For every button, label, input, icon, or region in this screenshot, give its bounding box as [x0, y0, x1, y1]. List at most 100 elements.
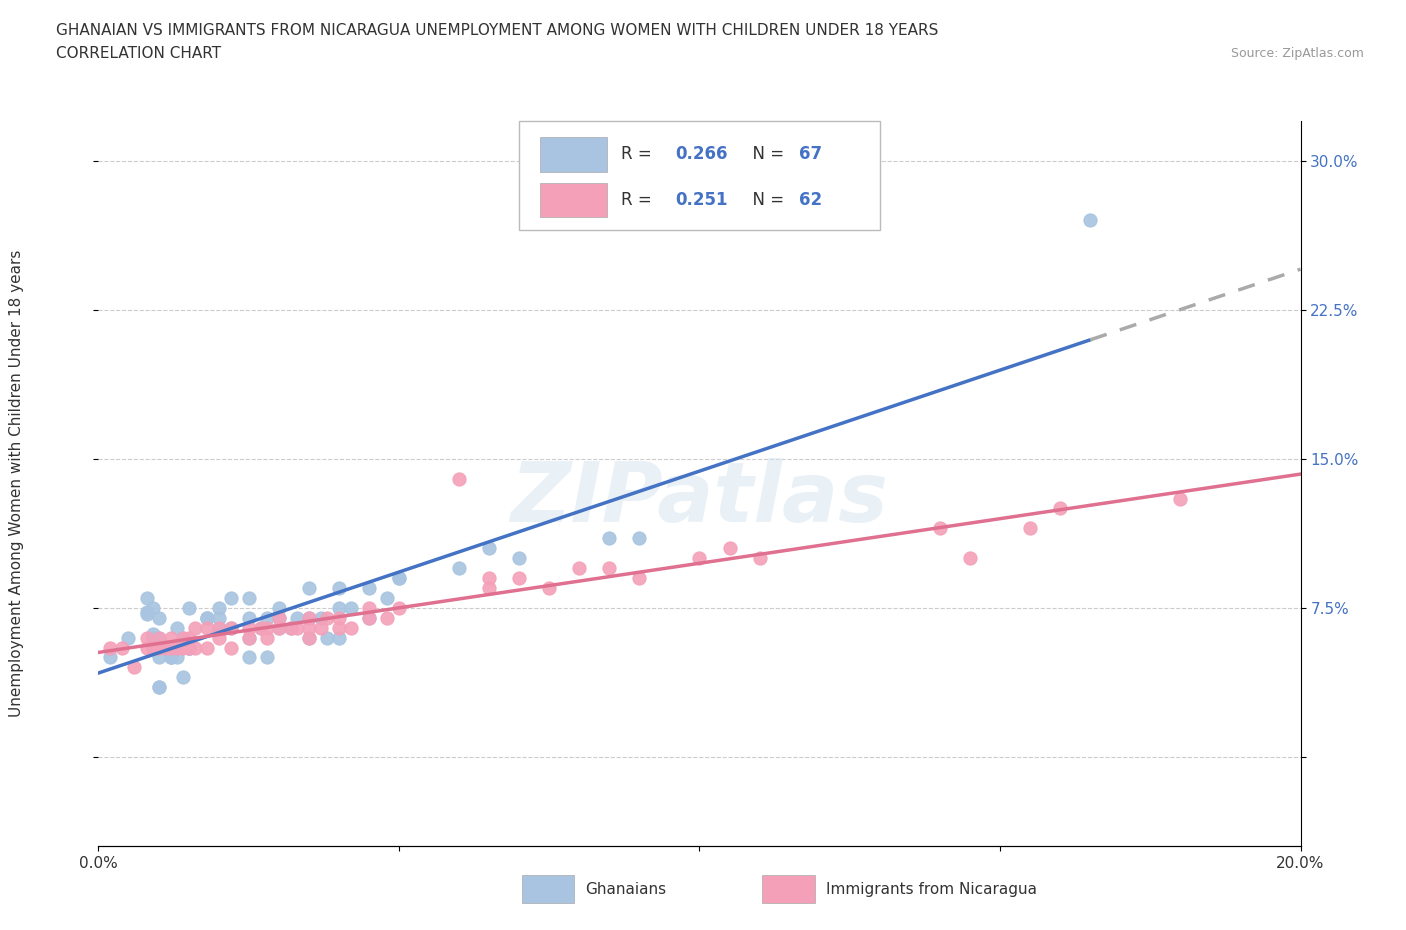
Point [124, 660, 146, 675]
Point [238, 591, 260, 605]
Point [177, 640, 200, 655]
Point [309, 610, 332, 625]
Point [508, 571, 530, 586]
Point [309, 620, 332, 635]
Point [256, 620, 278, 635]
Point [256, 631, 278, 645]
Point [148, 640, 170, 655]
Text: Source: ZipAtlas.com: Source: ZipAtlas.com [1230, 46, 1364, 60]
Point [340, 620, 363, 635]
Point [357, 610, 380, 625]
Point [135, 591, 157, 605]
Point [219, 620, 242, 635]
FancyBboxPatch shape [540, 182, 607, 218]
Point [280, 620, 302, 635]
Point [357, 580, 380, 595]
Point [183, 640, 205, 655]
Text: GHANAIAN VS IMMIGRANTS FROM NICARAGUA UNEMPLOYMENT AMONG WOMEN WITH CHILDREN UND: GHANAIAN VS IMMIGRANTS FROM NICARAGUA UN… [56, 23, 939, 38]
Point [388, 601, 411, 616]
Point [375, 610, 398, 625]
Point [172, 631, 194, 645]
Point [1170, 491, 1192, 506]
Point [177, 601, 200, 616]
Point [159, 650, 181, 665]
Point [267, 620, 290, 635]
Text: Ghanaians: Ghanaians [585, 882, 666, 897]
Point [100, 640, 122, 655]
Point [148, 650, 170, 665]
Point [177, 631, 200, 645]
Text: Immigrants from Nicaragua: Immigrants from Nicaragua [825, 882, 1036, 897]
Text: 0.266: 0.266 [675, 145, 728, 164]
Point [172, 640, 194, 655]
Point [208, 631, 231, 645]
Point [159, 650, 181, 665]
Text: N =: N = [741, 145, 789, 164]
Point [628, 531, 651, 546]
Point [135, 606, 157, 621]
Point [388, 571, 411, 586]
Point [328, 610, 350, 625]
Point [298, 610, 321, 625]
Point [388, 571, 411, 586]
Point [111, 640, 134, 655]
Point [328, 620, 350, 635]
Point [166, 640, 188, 655]
Point [1078, 213, 1101, 228]
Point [238, 620, 260, 635]
Point [195, 610, 218, 625]
FancyBboxPatch shape [519, 121, 880, 230]
Point [328, 631, 350, 645]
Point [141, 640, 163, 655]
Text: N =: N = [741, 191, 789, 209]
Text: Unemployment Among Women with Children Under 18 years: Unemployment Among Women with Children U… [10, 250, 24, 717]
FancyBboxPatch shape [540, 137, 607, 172]
Point [267, 620, 290, 635]
Point [141, 631, 163, 645]
Point [1049, 501, 1071, 516]
Point [195, 640, 218, 655]
Point [141, 626, 163, 641]
Point [195, 610, 218, 625]
Point [238, 650, 260, 665]
Point [256, 650, 278, 665]
Point [328, 580, 350, 595]
Point [135, 640, 157, 655]
Point [929, 521, 952, 536]
Text: 0.251: 0.251 [675, 191, 728, 209]
Point [148, 631, 170, 645]
Point [628, 571, 651, 586]
Point [357, 610, 380, 625]
Point [256, 610, 278, 625]
Point [148, 680, 170, 695]
Point [166, 650, 188, 665]
Point [141, 601, 163, 616]
Point [478, 580, 501, 595]
Point [159, 650, 181, 665]
Point [177, 640, 200, 655]
Point [357, 601, 380, 616]
Point [177, 640, 200, 655]
Point [478, 571, 501, 586]
Point [598, 531, 620, 546]
Text: 67: 67 [799, 145, 823, 164]
Point [298, 580, 321, 595]
Point [135, 604, 157, 619]
Point [508, 551, 530, 565]
Point [238, 631, 260, 645]
Point [219, 591, 242, 605]
Point [238, 631, 260, 645]
Point [298, 610, 321, 625]
Point [159, 631, 181, 645]
Point [219, 640, 242, 655]
Point [219, 620, 242, 635]
Point [298, 620, 321, 635]
Point [280, 620, 302, 635]
Point [153, 640, 176, 655]
Text: R =: R = [621, 145, 658, 164]
Point [117, 631, 139, 645]
Point [748, 551, 770, 565]
Point [249, 620, 271, 635]
Point [208, 620, 231, 635]
Point [340, 601, 363, 616]
